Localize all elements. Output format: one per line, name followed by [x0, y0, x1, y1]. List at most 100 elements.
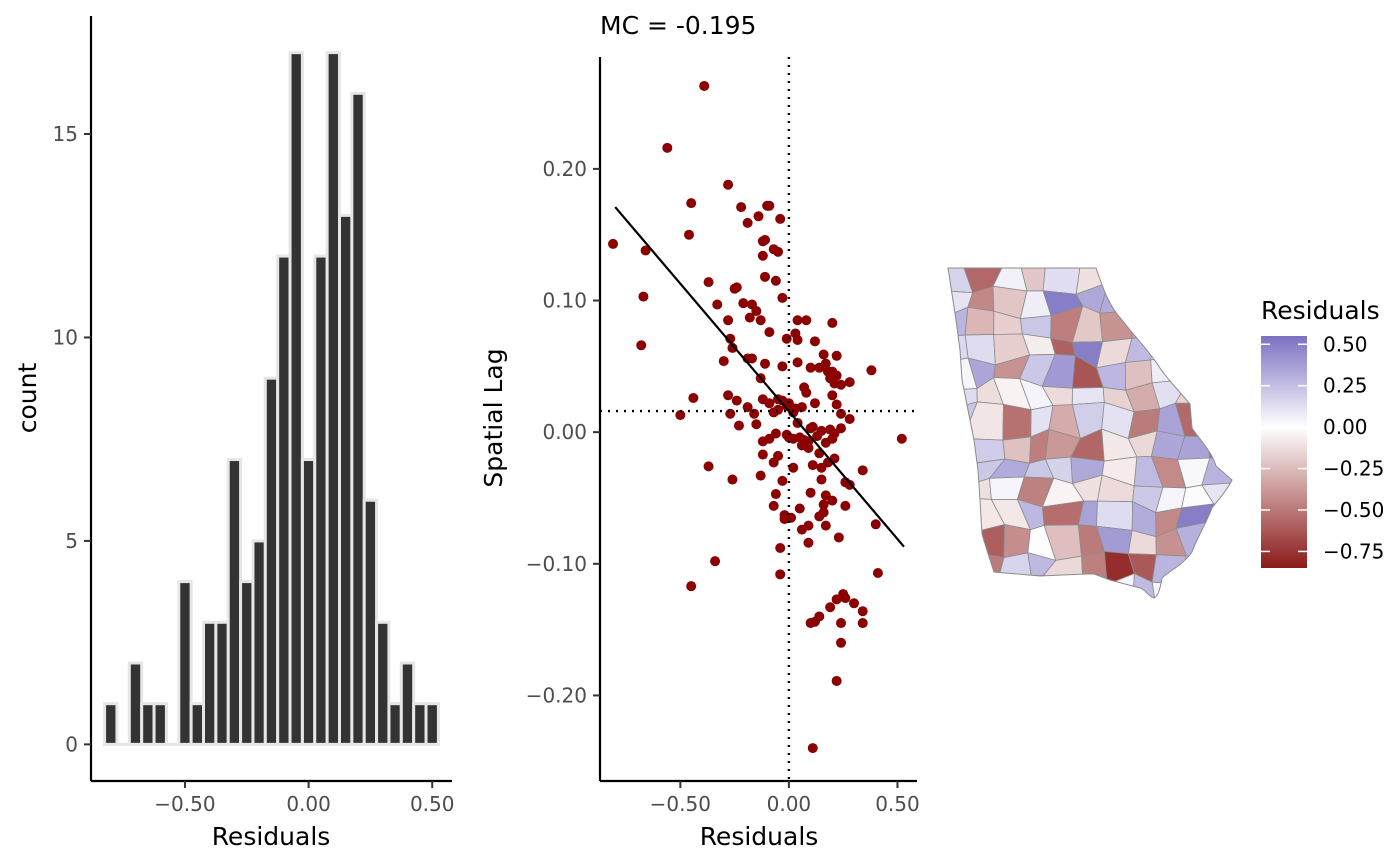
scatter-point — [825, 602, 836, 613]
scatter-point — [805, 487, 816, 498]
histogram-bar — [226, 458, 243, 746]
map-county — [1099, 282, 1131, 314]
scatter-point — [723, 315, 734, 326]
map-county — [1208, 376, 1232, 413]
scatter-x-tick-label: 0.50 — [875, 792, 920, 816]
scatter-point — [836, 379, 847, 390]
scatter-point — [792, 357, 803, 368]
map-county — [1071, 387, 1105, 406]
histogram-x-tick-label: 0.00 — [286, 792, 331, 816]
legend-tick-label: −0.25 — [1323, 457, 1384, 481]
map-county — [1176, 579, 1215, 598]
map-county — [1150, 354, 1190, 384]
scatter-x-axis-title: Residuals — [700, 822, 819, 851]
map-county — [1211, 556, 1232, 582]
map-county — [1206, 314, 1232, 340]
scatter-point — [712, 299, 723, 310]
legend-ticks: 0.50 0.25 0.00 −0.25 −0.50 −0.75 — [1261, 332, 1384, 563]
scatter-point — [836, 408, 847, 419]
histogram-bar — [152, 702, 168, 746]
map-county — [1183, 268, 1217, 295]
histogram-x-axis-title: Residuals — [212, 822, 331, 851]
legend-tick-label: 0.25 — [1323, 374, 1368, 398]
scatter-point — [857, 606, 868, 617]
choropleth-map — [947, 267, 1233, 599]
scatter-point — [755, 315, 766, 326]
map-county — [1206, 521, 1232, 560]
scatter-point — [751, 419, 762, 430]
scatter-point — [809, 398, 820, 409]
map-county — [1103, 268, 1131, 295]
map-county — [964, 306, 995, 336]
scatter-y-tick-label: 0.20 — [542, 157, 587, 181]
scatter-point — [803, 537, 814, 548]
scatter-point — [775, 213, 786, 224]
map-county — [1175, 309, 1209, 344]
map-county — [1129, 289, 1160, 319]
scatter-title: MC = -0.195 — [600, 11, 756, 40]
scatter-point — [812, 431, 823, 442]
map-county — [1183, 338, 1217, 367]
scatter-y-axis-title: Spatial Lag — [479, 348, 508, 487]
scatter-point — [699, 80, 710, 91]
scatter-point — [636, 340, 647, 351]
scatter-point — [725, 408, 736, 419]
scatter-point — [870, 519, 881, 530]
histogram-bar — [399, 661, 416, 746]
scatter-point — [818, 349, 829, 360]
scatter-x-ticks: −0.50 0.00 0.50 — [650, 781, 920, 816]
scatter-point — [777, 361, 788, 372]
legend-tick-label: 0.00 — [1323, 415, 1368, 439]
map-county — [1174, 377, 1217, 404]
map-county — [1206, 402, 1232, 437]
histogram-y-axis-title: count — [13, 363, 42, 434]
map-county — [1208, 365, 1232, 392]
map-county — [1175, 285, 1217, 316]
scatter-point — [775, 543, 786, 553]
map-county — [1151, 581, 1182, 598]
scatter-point — [757, 449, 768, 460]
map-county — [1029, 575, 1052, 598]
histogram-bar — [375, 620, 391, 746]
scatter-point — [820, 520, 831, 531]
histogram-bar — [202, 620, 218, 746]
scatter-point — [840, 593, 851, 604]
map-county — [1203, 579, 1232, 598]
scatter-point — [749, 408, 760, 419]
histogram-bar — [338, 213, 354, 746]
scatter-point — [831, 350, 842, 361]
scatter-point — [796, 524, 807, 535]
map-county — [948, 522, 967, 553]
scatter-point — [803, 442, 814, 453]
scatter-point — [849, 598, 860, 609]
histogram-x-tick-label: 0.50 — [410, 792, 455, 816]
scatter-point — [831, 370, 842, 381]
scatter-y-tick-label: −0.20 — [526, 683, 587, 707]
map-county — [948, 438, 969, 465]
scatter-point — [757, 250, 768, 261]
scatter-point — [736, 202, 747, 213]
scatter-point — [872, 568, 883, 579]
scatter-point — [746, 353, 757, 364]
scatter-point — [770, 428, 781, 439]
histogram-bar — [276, 254, 292, 746]
histogram-bar — [189, 702, 205, 746]
histogram-y-ticks: 0 5 10 15 — [53, 122, 91, 756]
scatter-point — [764, 398, 775, 409]
scatter-point — [801, 315, 812, 326]
histogram-bar — [300, 458, 317, 746]
scatter-point — [733, 420, 744, 431]
scatter-point — [801, 387, 812, 398]
scatter-point — [731, 395, 742, 406]
histogram-y-tick-label: 0 — [65, 732, 78, 756]
map-county — [1002, 403, 1032, 441]
scatter-point — [755, 470, 766, 481]
scatter-point — [827, 390, 838, 401]
scatter-point — [760, 271, 771, 282]
legend-tick-label: 0.50 — [1323, 332, 1368, 356]
scatter-point — [844, 414, 855, 424]
scatter-point — [831, 594, 842, 605]
scatter-point — [840, 500, 851, 511]
histogram-bar — [325, 51, 341, 746]
scatter-point — [729, 283, 740, 294]
